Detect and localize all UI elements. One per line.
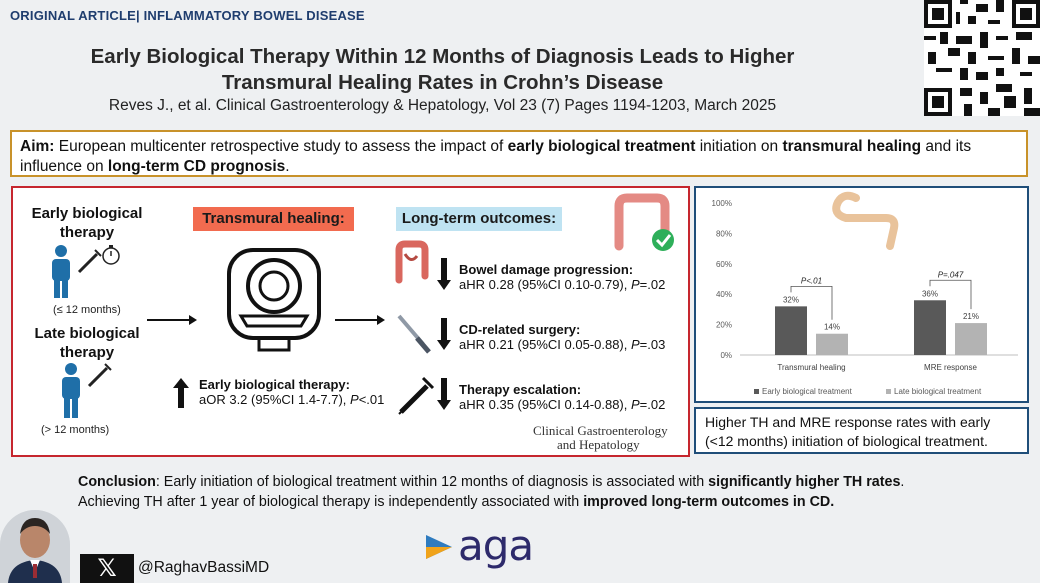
x-logo-icon[interactable]: 𝕏	[80, 554, 134, 583]
findings-panel: Early biological therapy (≤ 12 months) L…	[11, 186, 690, 457]
scalpel-icon	[397, 314, 431, 354]
bar-early	[914, 300, 946, 355]
arrow-down-icon	[437, 258, 451, 290]
article-category-tag: ORIGINAL ARTICLE| INFLAMMATORY BOWEL DIS…	[10, 8, 365, 23]
arrow-right-icon	[335, 315, 385, 325]
healthy-colon-icon	[614, 193, 674, 251]
aim-label: Aim:	[20, 138, 55, 155]
page-title: Early Biological Therapy Within 12 Month…	[20, 44, 865, 96]
th-result-stats: aOR 3.2 (95%CI 1.4-7.7), P<.01	[199, 392, 385, 407]
title-line-2: Transmural Healing Rates in Crohn’s Dise…	[221, 71, 664, 94]
colon-illustration-icon	[832, 191, 899, 250]
title-line-1: Early Biological Therapy Within 12 Month…	[90, 45, 795, 68]
arrow-down-icon	[437, 378, 451, 410]
qr-code[interactable]	[924, 0, 1040, 116]
journal-logo: Clinical Gastroenterology and Hepatology	[533, 423, 668, 452]
y-tick-label: 20%	[716, 321, 732, 330]
legend-label: Early biological treatment	[762, 387, 853, 396]
late-patient-icon	[62, 363, 112, 418]
legend-label: Late biological treatment	[894, 387, 982, 396]
arrow-down-icon	[437, 318, 451, 350]
legend-swatch	[754, 389, 759, 394]
legend-swatch	[886, 389, 891, 394]
aga-mark-icon	[426, 535, 452, 559]
author-handle[interactable]: @RaghavBassiMD	[138, 559, 270, 576]
aim-text-3: and its influence on	[20, 138, 972, 175]
outcome-therapy-escalation: Therapy escalation: aHR 0.35 (95%CI 0.14…	[459, 382, 666, 412]
early-therapy-title: Early biological therapy	[31, 205, 143, 241]
late-therapy-note: (> 12 months)	[41, 424, 110, 436]
syringe-icon	[398, 376, 435, 415]
bar-early	[775, 306, 807, 355]
results-chart-panel: 0% 20% 40% 60% 80% 100% 32% 14% P<.01 Transmural …	[694, 186, 1029, 403]
bar-value-label: 32%	[783, 295, 799, 304]
conclusion-label: Conclusion	[78, 474, 156, 490]
th-result: Early biological therapy: aOR 3.2 (95%CI…	[199, 377, 384, 407]
pvalue-bracket	[790, 285, 833, 320]
aim-bold-3: long-term CD prognosis	[107, 158, 286, 175]
chart-summary-note: Higher TH and MRE response rates with ea…	[694, 407, 1029, 454]
bar-value-label: 21%	[963, 312, 979, 321]
aga-logo: aga	[424, 521, 554, 570]
pvalue-label: P<.01	[801, 276, 822, 285]
aim-bold-2: transmural healing	[782, 138, 922, 155]
bar-chart: 0% 20% 40% 60% 80% 100% 32% 14% P<.01 Transmural …	[712, 191, 1018, 396]
pvalue-bracket	[929, 279, 972, 310]
damaged-bowel-icon	[395, 240, 429, 284]
transmural-healing-label: Transmural healing:	[193, 207, 354, 231]
y-tick-label: 0%	[720, 351, 732, 360]
conclusion: Conclusion: Early initiation of biologic…	[78, 474, 905, 510]
bar-value-label: 14%	[824, 323, 840, 332]
th-result-title: Early biological therapy:	[199, 377, 350, 392]
citation: Reves J., et al. Clinical Gastroenterolo…	[108, 97, 777, 114]
early-therapy-note: (≤ 12 months)	[53, 304, 121, 316]
late-therapy-title: Late biological therapy	[34, 325, 140, 361]
y-tick-label: 80%	[716, 229, 732, 238]
outcome-bowel-damage: Bowel damage progression: aHR 0.28 (95%C…	[459, 262, 666, 292]
outcome-cd-surgery: CD-related surgery: aHR 0.21 (95%CI 0.05…	[459, 322, 666, 352]
aim-text-4: .	[285, 158, 290, 175]
arrow-up-icon	[173, 378, 189, 408]
y-tick-label: 100%	[712, 199, 732, 208]
aim-bold-1: early biological treatment	[507, 138, 696, 155]
x-category-label: Transmural healing	[777, 363, 845, 372]
pvalue-label: P=.047	[938, 270, 964, 279]
early-patient-icon	[52, 245, 120, 298]
aim-box: Aim: European multicenter retrospective …	[10, 130, 1028, 177]
arrow-right-icon	[147, 315, 197, 325]
mri-scanner-icon	[227, 248, 321, 352]
aim-text-2: initiation on	[695, 138, 783, 155]
bar-late	[955, 323, 987, 355]
y-tick-label: 60%	[716, 260, 732, 269]
aim-text-1: European multicenter retrospective study…	[54, 138, 508, 155]
y-tick-label: 40%	[716, 290, 732, 299]
bar-value-label: 36%	[922, 289, 938, 298]
bar-late	[816, 333, 848, 355]
long-term-outcomes-label: Long-term outcomes:	[396, 207, 562, 231]
author-avatar	[0, 510, 70, 583]
x-category-label: MRE response	[924, 363, 977, 372]
